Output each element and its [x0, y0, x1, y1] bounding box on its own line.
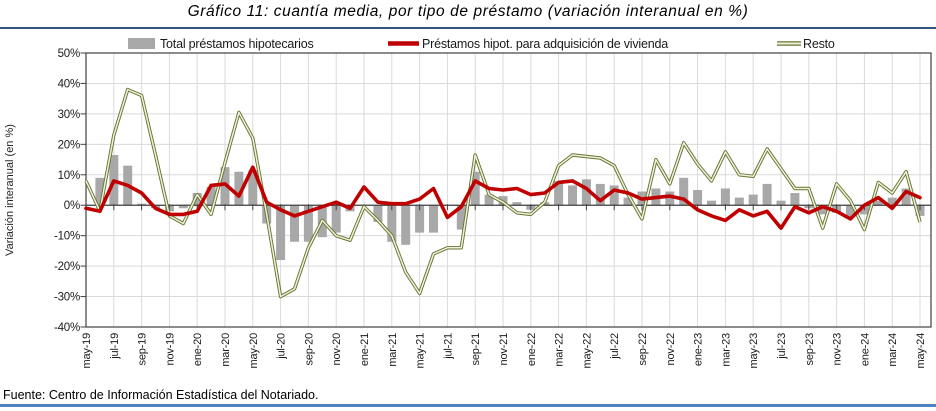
x-tick-label: ene-24	[859, 333, 871, 366]
x-tick-label: ene-22	[526, 333, 538, 366]
x-tick-label: sep-19	[137, 333, 149, 366]
bar-ago-23	[790, 193, 800, 206]
x-tick-label: may-23	[748, 333, 760, 369]
x-tick-label: jul-22	[609, 333, 621, 360]
x-tick-label: may-24	[915, 333, 927, 369]
bar-may-22	[581, 179, 591, 206]
x-tick-label: jul-19	[109, 333, 121, 360]
x-tick-label: may-21	[415, 333, 427, 369]
bar-nov-22	[665, 191, 675, 206]
bar-mar-21	[387, 205, 397, 242]
y-tick-label: -10%	[54, 231, 80, 243]
plot-border	[85, 52, 932, 328]
x-tick-label: may-22	[581, 333, 593, 369]
bar-nov-20	[331, 205, 341, 233]
bar-ago-22	[623, 197, 633, 206]
x-tick-label: nov-21	[498, 333, 510, 366]
bar-jul-22	[609, 185, 619, 206]
legend-item: Total préstamos hipotecarios	[128, 37, 314, 51]
bar-jun-19	[95, 177, 105, 206]
bar-may-24	[915, 205, 925, 216]
y-tick-label: 10%	[58, 170, 80, 182]
chart-canvas: 50% 40% 30% 20% 10% 0% -10% -20% -30% -40%may-19 j…	[4, 37, 932, 369]
bar-jul-20	[276, 205, 286, 261]
bar-ene-20	[192, 193, 202, 206]
bar-sep-21	[470, 171, 480, 206]
x-tick-label: sep-23	[804, 333, 816, 366]
bar-oct-23	[818, 205, 828, 215]
legend-label: Préstamos hipot. para adquisición de viv…	[422, 37, 668, 51]
legend-label: Total préstamos hipotecarios	[160, 37, 314, 51]
line-vivienda	[84, 165, 922, 230]
legend-item: Préstamos hipot. para adquisición de viv…	[388, 37, 668, 51]
bar-mar-24	[887, 197, 897, 206]
y-tick-label: 40%	[58, 78, 80, 90]
y-tick-label: -30%	[54, 292, 80, 304]
x-tick-label: ene-20	[192, 333, 204, 366]
x-tick-label: mar-22	[554, 333, 566, 367]
bar-abr-22	[568, 185, 577, 206]
x-tick-label: mar-21	[387, 333, 399, 367]
bar-feb-24	[873, 200, 883, 206]
x-tick-label: mar-20	[220, 333, 232, 367]
bar-feb-20	[206, 186, 216, 206]
y-tick-label: 50%	[58, 48, 80, 60]
bar-jun-21	[429, 205, 438, 233]
bar-ago-21	[456, 205, 466, 230]
bar-dic-21	[512, 202, 522, 206]
source-note: Fuente: Centro de Información Estadístic…	[3, 388, 319, 402]
bar-abr-23	[734, 197, 744, 206]
bar-feb-23	[707, 200, 716, 206]
bar-jun-22	[595, 183, 605, 206]
x-tick-label: sep-22	[637, 333, 649, 366]
bar-dic-22	[679, 177, 689, 206]
bar-dic-19	[178, 205, 188, 209]
bar-mar-23	[720, 188, 730, 206]
y-tick-label: 30%	[58, 109, 80, 121]
bar-abr-24	[901, 188, 911, 206]
bar-abr-20	[234, 171, 244, 206]
legend-swatch-bar	[128, 38, 155, 49]
y-tick-label: -20%	[54, 261, 80, 273]
legend-item: Resto	[777, 37, 835, 51]
bar-jul-23	[776, 200, 786, 206]
y-tick-label: -40%	[54, 322, 80, 334]
x-tick-label: ene-21	[359, 333, 371, 366]
x-tick-label: jul-23	[776, 333, 788, 360]
bar-mar-22	[554, 180, 564, 206]
x-tick-label: mar-23	[720, 333, 732, 367]
bar-dic-23	[846, 205, 855, 218]
line-resto-inner	[85, 88, 921, 298]
x-tick-label: jul-20	[276, 333, 288, 360]
bar-may-20	[248, 170, 258, 206]
bar-feb-21	[373, 205, 383, 222]
y-tick-label: 20%	[58, 139, 80, 151]
x-tick-label: ene-23	[693, 333, 705, 366]
bar-may-21	[415, 205, 425, 233]
bar-ago-20	[290, 205, 299, 242]
chart-title: Gráfico 11: cuantía media, por tipo de p…	[187, 3, 749, 20]
bar-may-23	[748, 194, 758, 206]
y-axis-title: Variación interanual (en %)	[4, 124, 16, 256]
x-tick-label: may-19	[81, 333, 93, 369]
bar-jun-23	[762, 183, 772, 206]
bar-sep-20	[303, 205, 313, 242]
x-tick-label: jul-21	[442, 333, 454, 360]
x-tick-label: sep-20	[303, 333, 315, 366]
bottom-divider	[0, 404, 936, 407]
x-tick-label: nov-20	[331, 333, 343, 366]
x-tick-label: nov-22	[665, 333, 677, 366]
x-tick-label: nov-19	[164, 333, 176, 366]
x-tick-label: mar-24	[887, 333, 899, 367]
bar-abr-21	[401, 205, 411, 245]
y-tick-label: 0%	[64, 200, 80, 212]
legend-label: Resto	[803, 37, 835, 51]
x-tick-label: may-20	[248, 333, 260, 369]
bar-oct-21	[484, 194, 494, 206]
bar-ene-23	[693, 190, 703, 206]
title-divider	[0, 27, 936, 29]
x-tick-label: sep-21	[470, 333, 482, 366]
x-tick-label: nov-23	[832, 333, 844, 366]
